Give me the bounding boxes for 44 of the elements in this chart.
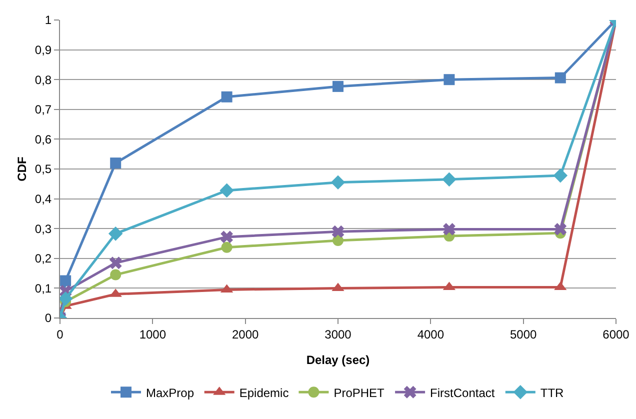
x-tick-label: 3000 xyxy=(324,327,352,342)
y-tick-label: 0 xyxy=(44,311,52,326)
point xyxy=(332,225,344,238)
legend-label: Epidemic xyxy=(239,386,289,400)
point xyxy=(553,168,568,183)
y-tick-label: 0,4 xyxy=(34,192,52,206)
point xyxy=(330,175,346,190)
x-tick-label: 4000 xyxy=(417,327,444,342)
legend-label: MaxProp xyxy=(146,386,194,400)
point xyxy=(442,222,456,236)
x-axis-title: Delay (sec) xyxy=(306,353,370,367)
point xyxy=(221,91,232,102)
y-tick-label: 0,6 xyxy=(34,132,52,146)
legend-label: TTR xyxy=(540,386,564,400)
x-tick-label: 1000 xyxy=(139,327,166,342)
point xyxy=(332,235,344,246)
y-tick-label: 1 xyxy=(44,13,52,28)
point xyxy=(60,275,72,286)
x-tick-label: 5000 xyxy=(510,327,537,342)
x-tick-label: 0 xyxy=(56,327,64,342)
point xyxy=(110,158,122,169)
y-tick-label: 0,9 xyxy=(34,43,52,57)
point xyxy=(444,74,455,86)
point xyxy=(108,226,123,241)
y-tick-label: 0,2 xyxy=(34,252,52,266)
point xyxy=(554,222,567,236)
point xyxy=(220,183,234,198)
legend-label: FirstContact xyxy=(430,386,496,400)
point xyxy=(110,269,122,280)
point xyxy=(554,72,566,84)
x-tick-label: 2000 xyxy=(232,327,259,342)
point xyxy=(221,242,232,253)
point xyxy=(109,256,122,270)
x-tick-label: 6000 xyxy=(602,327,630,342)
y-axis-title: CDF xyxy=(15,156,29,182)
point xyxy=(442,172,456,187)
legend-label: ProPHET xyxy=(334,386,386,400)
y-tick-label: 0,3 xyxy=(34,222,52,236)
y-tick-label: 0,8 xyxy=(34,72,52,87)
y-tick-label: 0,5 xyxy=(34,162,52,176)
y-tick-label: 0,1 xyxy=(34,281,52,296)
y-tick-label: 0,7 xyxy=(34,102,52,117)
point xyxy=(220,230,234,244)
point xyxy=(332,80,344,92)
